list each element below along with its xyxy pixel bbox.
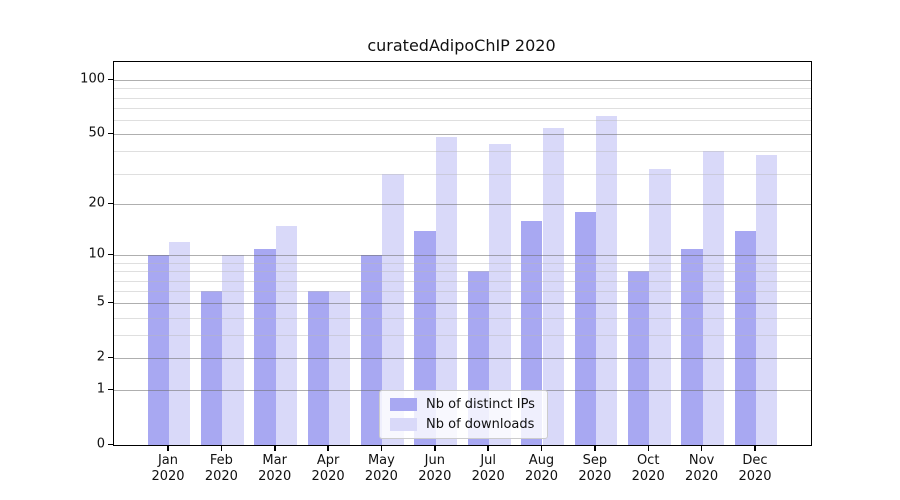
bar-aug-distinct-ips [521, 221, 543, 445]
bar-dec-distinct-ips [734, 230, 756, 445]
x-tick-label-feb: Feb 2020 [204, 453, 238, 484]
x-tick-label-jul: Jul 2020 [471, 453, 505, 484]
x-tick-label-may: May 2020 [364, 453, 398, 484]
bar-aug-downloads [542, 128, 564, 445]
gridline-minor-70 [114, 108, 811, 109]
bar-sep-downloads [595, 116, 618, 445]
gridline-major-2 [114, 358, 811, 360]
x-tick-label-nov: Nov 2020 [685, 453, 719, 484]
bar-apr-downloads [329, 291, 351, 445]
bar-oct-downloads [649, 168, 671, 445]
gridline-minor-6 [114, 291, 811, 293]
gridline-minor-8 [114, 271, 811, 273]
y-tick-mark-1 [108, 388, 113, 391]
gridline-major-100 [114, 80, 811, 82]
x-tick-mark-dec [754, 445, 756, 451]
y-tick-mark-10 [108, 253, 113, 256]
legend: Nb of distinct IPs Nb of downloads [379, 390, 548, 439]
y-tick-label-20: 20 [88, 195, 105, 211]
bar-jun-downloads [435, 137, 458, 445]
bar-apr-distinct-ips [307, 291, 330, 445]
gridline-minor-3 [114, 335, 811, 337]
x-tick-mark-nov [700, 445, 703, 451]
gridline-minor-30 [114, 173, 811, 175]
y-tick-label-50: 50 [88, 125, 105, 141]
bar-mar-distinct-ips [254, 248, 276, 445]
gridline-major-5 [114, 303, 811, 305]
legend-item-distinct-ips: Nb of distinct IPs [390, 397, 535, 412]
gridline-major-20 [114, 204, 811, 206]
x-tick-mark-oct [647, 445, 649, 451]
y-tick-mark-0 [108, 443, 113, 445]
x-tick-label-jan: Jan 2020 [151, 453, 185, 484]
y-tick-label-2: 2 [96, 349, 105, 365]
chart-title: curatedAdipoChIP 2020 [367, 36, 556, 55]
x-tick-mark-aug [540, 445, 543, 451]
gridline-major-50 [114, 134, 811, 136]
gridline-minor-4 [114, 317, 811, 319]
y-tick-label-0: 0 [96, 436, 105, 452]
x-tick-mark-feb [220, 445, 223, 451]
x-tick-label-apr: Apr 2020 [311, 453, 345, 484]
x-tick-label-oct: Oct 2020 [631, 453, 665, 484]
gridline-major-10 [114, 255, 811, 257]
y-tick-label-10: 10 [88, 246, 105, 262]
legend-label-downloads: Nb of downloads [426, 417, 535, 432]
bar-nov-downloads [702, 151, 724, 445]
bar-nov-distinct-ips [681, 248, 703, 445]
gridline-minor-9 [114, 262, 811, 264]
y-tick-label-5: 5 [96, 294, 105, 310]
bar-may-distinct-ips [361, 255, 383, 445]
plot-area: Nb of distinct IPs Nb of downloads [113, 61, 812, 446]
gridline-minor-60 [114, 120, 811, 121]
y-tick-mark-100 [108, 78, 113, 81]
x-tick-mark-apr [327, 445, 329, 451]
gridline-minor-7 [114, 280, 811, 282]
y-tick-label-1: 1 [96, 381, 105, 397]
bar-jan-downloads [169, 242, 191, 445]
gridline-minor-40 [114, 151, 811, 153]
bar-may-downloads [382, 173, 404, 445]
gridline-minor-90 [114, 88, 811, 90]
bar-jan-distinct-ips [147, 255, 169, 445]
x-tick-label-jun: Jun 2020 [418, 453, 452, 484]
x-tick-mark-mar [274, 445, 276, 451]
bar-feb-distinct-ips [201, 291, 223, 445]
y-tick-mark-2 [108, 356, 113, 359]
x-tick-label-mar: Mar 2020 [258, 453, 292, 484]
x-tick-label-dec: Dec 2020 [738, 453, 772, 484]
x-tick-mark-jan [167, 445, 169, 451]
bar-sep-distinct-ips [574, 212, 596, 445]
y-tick-mark-5 [108, 301, 113, 304]
x-tick-label-aug: Aug 2020 [524, 453, 559, 484]
x-tick-mark-jul [487, 445, 489, 451]
x-tick-label-sep: Sep 2020 [578, 453, 612, 484]
x-tick-mark-sep [594, 445, 596, 451]
y-tick-label-100: 100 [80, 71, 105, 87]
legend-item-downloads: Nb of downloads [390, 417, 535, 432]
legend-swatch-distinct-ips [390, 398, 417, 411]
bar-jul-downloads [489, 144, 511, 445]
bar-feb-downloads [222, 255, 244, 445]
gridline-minor-80 [114, 97, 811, 99]
legend-swatch-downloads [390, 418, 417, 431]
y-tick-mark-20 [108, 202, 113, 205]
y-tick-mark-50 [108, 132, 113, 135]
x-tick-mark-may [380, 445, 383, 451]
x-tick-mark-jun [434, 445, 436, 451]
bar-dec-downloads [756, 155, 778, 445]
legend-label-distinct-ips: Nb of distinct IPs [426, 397, 535, 412]
